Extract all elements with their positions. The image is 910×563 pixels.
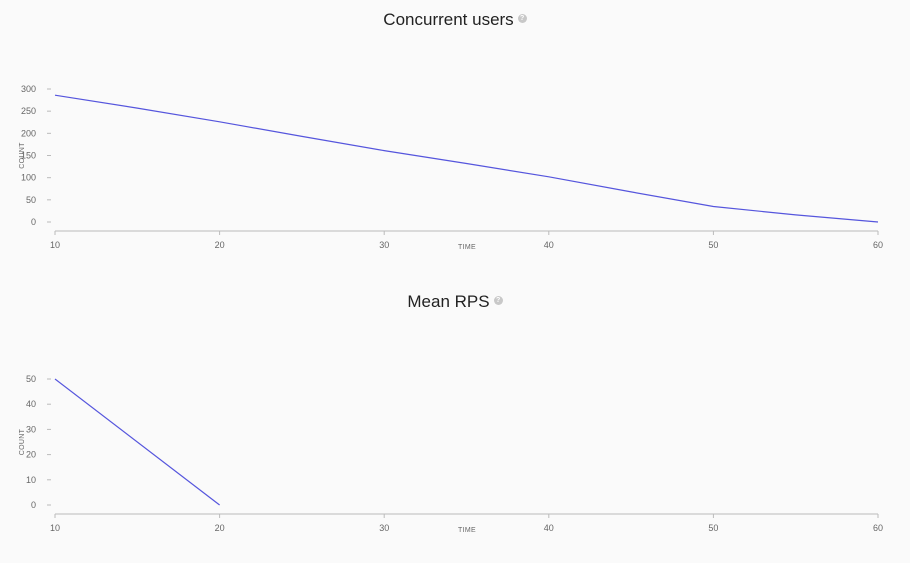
x-tick-label: 20 bbox=[215, 240, 225, 250]
y-tick-label: 300 bbox=[21, 84, 36, 94]
chart-panel-concurrent-users: Concurrent users? 10 20 30 40 50 60 0 50 100 150 2… bbox=[0, 8, 910, 251]
y-tick-label: 50 bbox=[26, 195, 36, 205]
y-tick-label: 20 bbox=[26, 450, 36, 460]
series-line bbox=[54, 378, 220, 506]
chart-title-row: Concurrent users? bbox=[0, 8, 910, 32]
y-axis-label: COUNT bbox=[19, 142, 26, 169]
concurrent-users-plot: 10 20 30 40 50 60 0 50 100 150 200 250 300 TIME COUNT bbox=[19, 84, 883, 251]
x-tick-label: 10 bbox=[50, 523, 60, 533]
x-tick-label: 50 bbox=[708, 523, 718, 533]
y-tick-label: 100 bbox=[21, 173, 36, 183]
x-tick-label: 50 bbox=[708, 240, 718, 250]
x-tick-label: 30 bbox=[379, 523, 389, 533]
y-tick-label: 150 bbox=[21, 151, 36, 161]
y-axis-label: COUNT bbox=[19, 428, 26, 455]
x-tick-label: 10 bbox=[50, 240, 60, 250]
x-tick-label: 40 bbox=[544, 523, 554, 533]
y-tick-label: 0 bbox=[31, 500, 36, 510]
x-axis-label: TIME bbox=[458, 244, 476, 251]
x-tick-label: 60 bbox=[873, 240, 883, 250]
y-tick-label: 10 bbox=[26, 475, 36, 485]
x-tick-label: 20 bbox=[215, 523, 225, 533]
series-line bbox=[54, 94, 879, 223]
x-tick-label: 60 bbox=[873, 523, 883, 533]
chart-title: Concurrent users bbox=[383, 10, 514, 29]
y-tick-label: 0 bbox=[31, 217, 36, 227]
x-axis-label: TIME bbox=[458, 527, 476, 534]
question-circle-icon[interactable]: ? bbox=[493, 296, 503, 306]
chart-title-row: Mean RPS? bbox=[0, 290, 910, 314]
y-tick-label: 200 bbox=[21, 128, 36, 138]
y-tick-label: 50 bbox=[26, 374, 36, 384]
y-tick-label: 30 bbox=[26, 424, 36, 434]
y-tick-label: 40 bbox=[26, 399, 36, 409]
chart-panel-mean-rps: Mean RPS? 10 20 30 40 50 60 0 10 20 30 40 50 TIME COU… bbox=[0, 282, 910, 563]
x-tick-label: 40 bbox=[544, 240, 554, 250]
x-tick-label: 30 bbox=[379, 240, 389, 250]
chart-title: Mean RPS bbox=[407, 292, 490, 311]
mean-rps-plot: 10 20 30 40 50 60 0 10 20 30 40 50 TIME COUNT bbox=[19, 374, 883, 534]
question-circle-icon[interactable]: ? bbox=[517, 14, 527, 24]
y-tick-label: 250 bbox=[21, 106, 36, 116]
